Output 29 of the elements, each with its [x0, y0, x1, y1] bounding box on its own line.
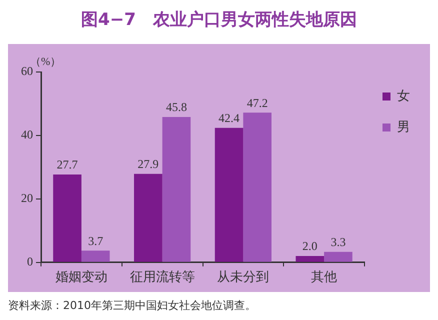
y-axis-title: （%） [30, 55, 62, 68]
y-tick-label: 20 [21, 191, 33, 206]
bar [214, 128, 244, 262]
y-tick-label: 0 [27, 254, 33, 269]
bar [162, 117, 191, 262]
bar [243, 112, 272, 262]
x-tick-label: 从未分到 [217, 268, 270, 284]
bar [324, 252, 352, 262]
data-label: 2.0 [302, 239, 318, 254]
data-label: 27.9 [138, 157, 159, 172]
bar [81, 250, 110, 262]
data-label: 27.7 [56, 158, 78, 172]
data-label: 3.7 [88, 234, 104, 248]
legend-label: 女 [397, 88, 410, 104]
y-tick-label: 60 [21, 64, 33, 78]
legend-label: 男 [397, 119, 410, 134]
x-tick-label: 婚姻变动 [55, 268, 108, 284]
chart-title: 图4−7 农业户口男女两性失地原因 [80, 9, 358, 31]
data-label: 3.3 [330, 235, 346, 250]
data-label: 45.8 [166, 100, 187, 114]
bar [134, 174, 162, 262]
y-tick-label: 40 [21, 128, 33, 142]
data-label: 42.4 [218, 111, 240, 126]
bar [296, 256, 324, 262]
text: 资料来源：2010年第三期中国妇女社会地位调查。 [8, 298, 256, 313]
x-tick-label: 其他 [311, 268, 338, 284]
data-label: 47.2 [246, 96, 268, 110]
bar [53, 174, 82, 262]
x-tick-label: 征用流转等 [130, 268, 195, 284]
